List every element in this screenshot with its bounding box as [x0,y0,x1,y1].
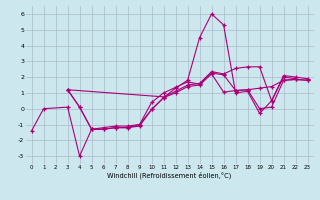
X-axis label: Windchill (Refroidissement éolien,°C): Windchill (Refroidissement éolien,°C) [108,172,232,179]
